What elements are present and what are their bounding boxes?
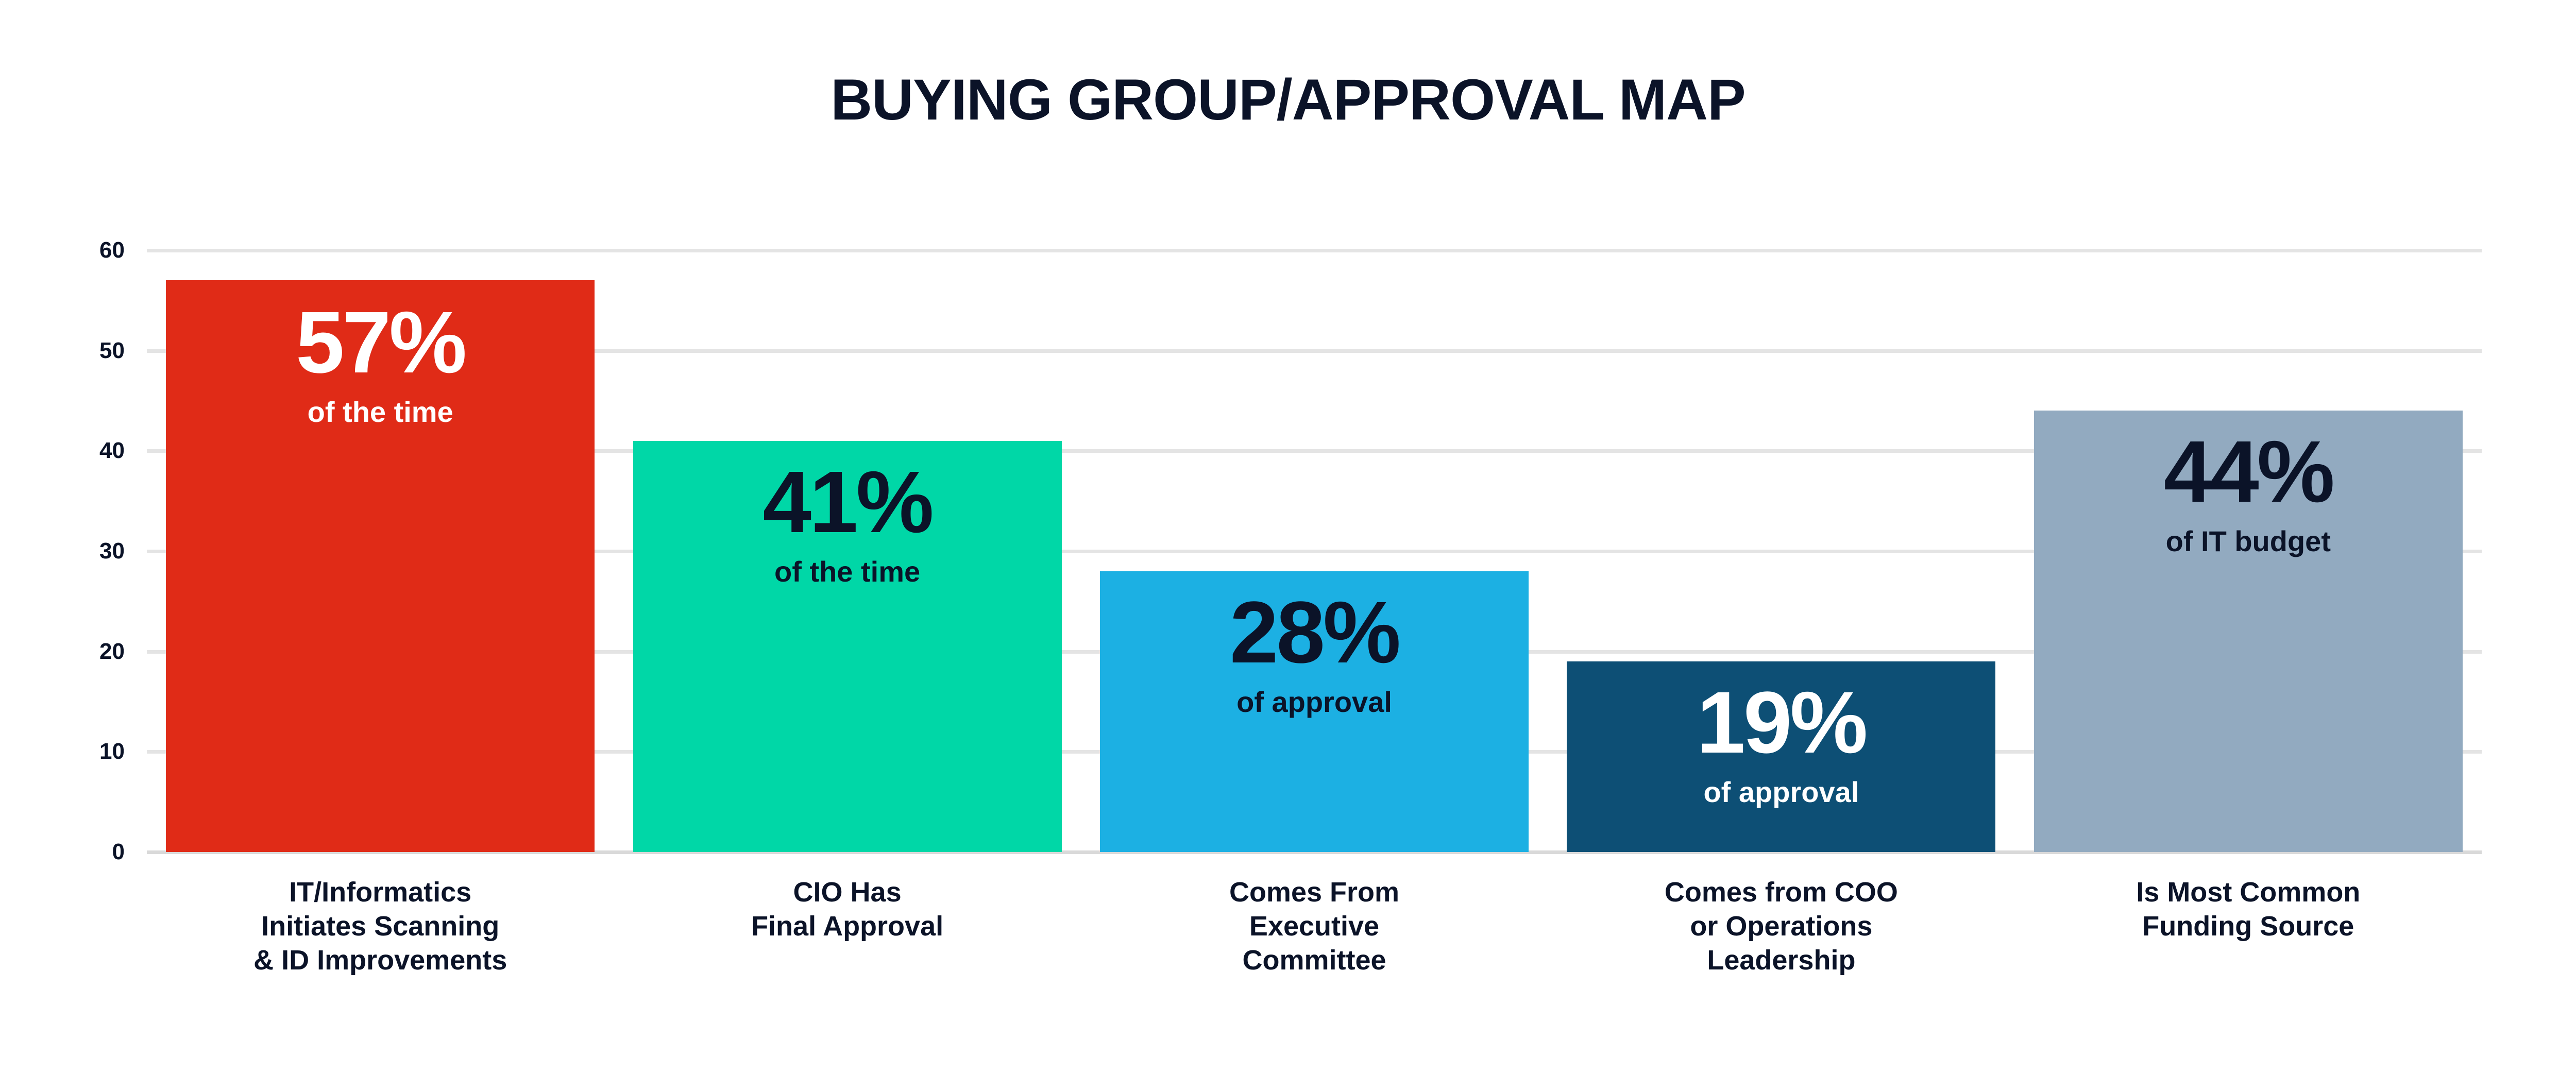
label-line: Leadership: [1707, 944, 1856, 976]
bar-caption: of approval: [1703, 776, 1859, 809]
gridline-60: [147, 249, 2482, 252]
bar-value-label: 19%: [1697, 674, 1868, 772]
y-axis-tick-50: 50: [99, 337, 125, 363]
page-title: BUYING GROUP/APPROVAL MAP: [831, 67, 1745, 132]
bar-4[interactable]: 19% of approval: [1567, 661, 1996, 852]
label-line: & ID Improvements: [253, 944, 507, 976]
bar-value-label: 41%: [762, 453, 934, 551]
label-line: Initiates Scanning: [261, 910, 500, 942]
label-line: or Operations: [1690, 910, 1873, 942]
x-axis-label-2: CIO Has Final Approval: [602, 876, 1093, 944]
bar-2[interactable]: 41% of the time: [633, 440, 1062, 852]
bar-value-label: 28%: [1229, 583, 1401, 682]
x-axis-label-4: Comes from COO or Operations Leadership: [1536, 876, 2026, 978]
label-line: Committee: [1242, 944, 1386, 976]
label-line: Comes from COO: [1664, 877, 1898, 908]
gridline-30: [147, 550, 2482, 553]
x-axis-label-5: Is Most Common Funding Source: [2003, 876, 2494, 944]
label-line: Is Most Common: [2136, 877, 2361, 908]
y-axis-tick-10: 10: [99, 739, 125, 764]
x-axis-label-1: IT/Informatics Initiates Scanning & ID Imp…: [135, 876, 625, 978]
label-line: Comes From: [1229, 877, 1400, 908]
bar-caption: of approval: [1236, 685, 1392, 718]
gridline-40: [147, 449, 2482, 453]
plot-area: 57% of the time 41% of the time 28% of approv…: [147, 249, 2482, 854]
y-axis-tick-30: 30: [99, 538, 125, 564]
bar-caption: of the time: [774, 555, 921, 588]
bar-caption: of IT budget: [2165, 525, 2331, 558]
y-axis-tick-0: 0: [112, 839, 125, 864]
bar-caption: of the time: [307, 396, 453, 429]
bar-value-label: 44%: [2163, 423, 2335, 521]
bar-5[interactable]: 44% of IT budget: [2033, 411, 2463, 852]
label-line: Final Approval: [751, 910, 944, 942]
gridline-50: [147, 349, 2482, 353]
label-line: IT/Informatics: [289, 877, 472, 908]
label-line: Funding Source: [2142, 910, 2354, 942]
x-axis-label-3: Comes From Executive Committee: [1069, 876, 1560, 978]
label-line: Executive: [1249, 910, 1380, 942]
bar-3[interactable]: 28% of approval: [1100, 571, 1529, 852]
bar-1[interactable]: 57% of the time: [166, 280, 595, 852]
gridline-0: [147, 850, 2482, 854]
bar-value-label: 57%: [296, 294, 467, 392]
y-axis-tick-20: 20: [99, 638, 125, 664]
label-line: CIO Has: [793, 877, 902, 908]
y-axis-tick-40: 40: [99, 438, 125, 464]
y-axis-tick-60: 60: [99, 237, 125, 263]
